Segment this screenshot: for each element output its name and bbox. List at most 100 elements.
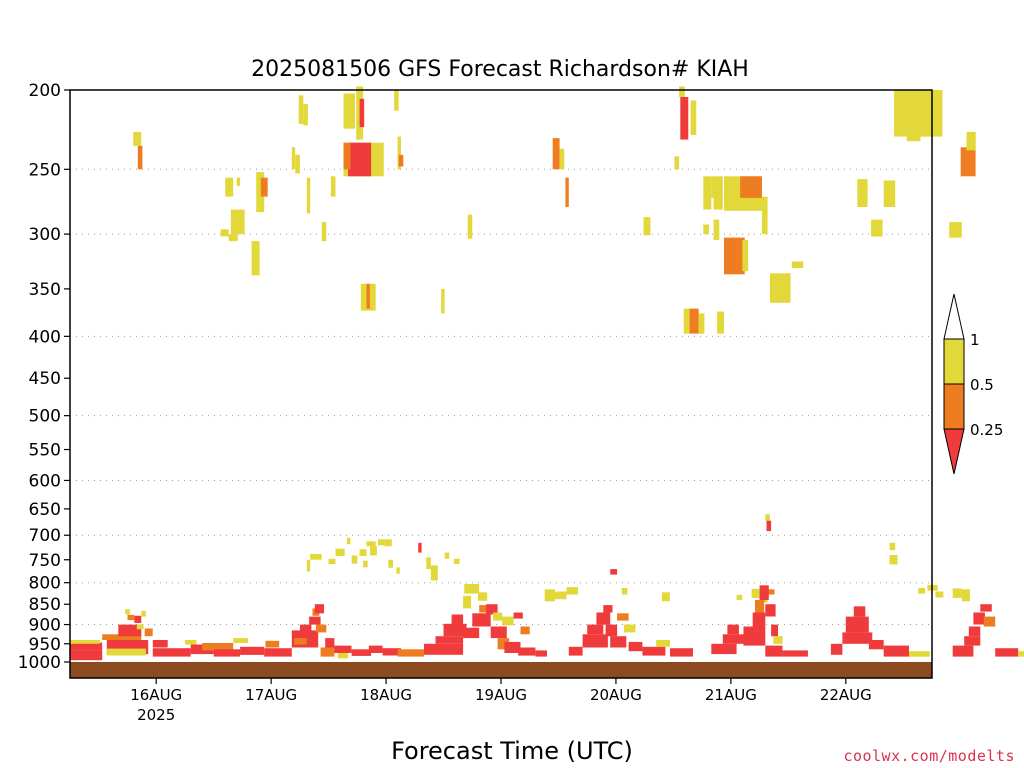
ri-cell <box>918 588 926 594</box>
ri-cell <box>334 645 352 653</box>
ri-cell <box>743 626 766 646</box>
ri-cell <box>291 147 296 170</box>
ri-cell <box>502 616 514 626</box>
ri-cell <box>424 643 464 655</box>
ri-cell <box>868 640 884 650</box>
ri-cell <box>724 237 745 275</box>
ri-cell <box>316 624 327 633</box>
ri-cell <box>544 589 555 602</box>
ri-cell <box>961 589 970 602</box>
ri-cell <box>394 90 399 111</box>
ri-cell <box>396 567 400 574</box>
ri-cell <box>769 273 791 303</box>
ri-cell <box>889 542 896 551</box>
ri-cell <box>656 640 670 647</box>
ri-cell <box>478 592 488 601</box>
ri-cell <box>220 229 229 237</box>
ri-cell <box>490 626 507 639</box>
ri-cell <box>680 97 689 140</box>
ri-cell <box>559 148 565 170</box>
chart-title: 2025081506 GFS Forecast Richardson# KIAH <box>251 57 749 82</box>
ri-cell <box>504 641 521 653</box>
ri-cell <box>463 627 480 639</box>
ri-cell <box>202 643 234 651</box>
ri-cell <box>596 612 611 625</box>
ri-cell <box>952 588 962 598</box>
ri-cell <box>320 647 335 657</box>
ri-cell <box>842 632 873 644</box>
x-tick-label: 18AUG <box>360 686 412 704</box>
ri-cell <box>127 614 135 621</box>
ri-cell <box>230 209 245 235</box>
x-tick-label: 20AUG <box>590 686 642 704</box>
ri-cell <box>264 648 292 657</box>
ri-cell <box>328 558 336 564</box>
legend-level-label: 0.5 <box>970 376 994 394</box>
ri-cell <box>960 147 976 177</box>
ri-cell <box>871 219 883 237</box>
ri-cell <box>698 313 705 334</box>
ri-cell <box>765 645 783 657</box>
ri-cell <box>964 636 981 646</box>
ri-cell <box>565 177 569 207</box>
legend-level-label: 1 <box>970 331 980 349</box>
ri-cell <box>426 557 431 570</box>
y-tick-label: 400 <box>29 327 61 347</box>
x-tick-label: 21AUG <box>705 686 757 704</box>
ri-cell <box>136 624 144 630</box>
ri-cell <box>782 650 808 657</box>
ri-cell <box>759 585 769 600</box>
ri-cell <box>309 616 321 625</box>
ri-cell <box>752 612 766 627</box>
ri-cell <box>366 541 376 547</box>
ri-cell <box>845 616 869 633</box>
ri-cell <box>330 176 336 197</box>
ri-cell <box>711 643 737 655</box>
legend-cap-bottom <box>943 428 965 475</box>
credit-text: coolwx.com/modelts <box>843 747 1015 765</box>
ri-cell <box>766 520 772 532</box>
ri-cell <box>605 624 618 637</box>
y-tick-label: 500 <box>29 407 61 427</box>
ri-cell <box>251 241 260 276</box>
ri-cell <box>582 634 608 648</box>
y-tick-label: 750 <box>29 551 61 571</box>
ri-cell <box>133 131 142 146</box>
y-tick-label: 950 <box>29 635 61 655</box>
y-tick-label: 900 <box>29 616 61 636</box>
ri-cell <box>742 240 749 272</box>
ri-cell <box>306 177 311 214</box>
ri-cell <box>661 592 670 602</box>
ri-cell <box>765 604 776 617</box>
ri-cell <box>472 613 491 627</box>
ri-cell <box>464 584 480 594</box>
ri-cell <box>366 283 370 309</box>
ri-cell <box>310 554 322 560</box>
ri-cell <box>233 638 249 643</box>
ri-cell <box>359 98 365 128</box>
ri-cell <box>141 610 146 617</box>
ri-cell <box>106 648 146 656</box>
ri-cell <box>125 609 130 615</box>
ri-cell <box>497 638 510 650</box>
ri-cell <box>755 600 765 613</box>
ri-cell <box>397 136 401 170</box>
ri-cell <box>388 559 393 568</box>
ri-cell <box>144 628 153 637</box>
x-axis-label: Forecast Time (UTC) <box>391 737 633 765</box>
ri-cell <box>102 634 142 640</box>
ri-cell <box>70 650 103 661</box>
ri-cell <box>295 154 300 174</box>
ri-cell <box>703 176 712 210</box>
ri-cell <box>152 640 168 648</box>
ri-cell <box>430 565 438 581</box>
ri-cell <box>736 594 743 600</box>
y-tick-label: 700 <box>29 526 61 546</box>
ri-cell <box>767 589 775 595</box>
ri-cell <box>894 90 943 137</box>
ri-cell <box>973 612 985 625</box>
ri-cell <box>134 615 142 623</box>
y-tick-label: 650 <box>29 500 61 520</box>
ri-cell <box>368 645 383 653</box>
